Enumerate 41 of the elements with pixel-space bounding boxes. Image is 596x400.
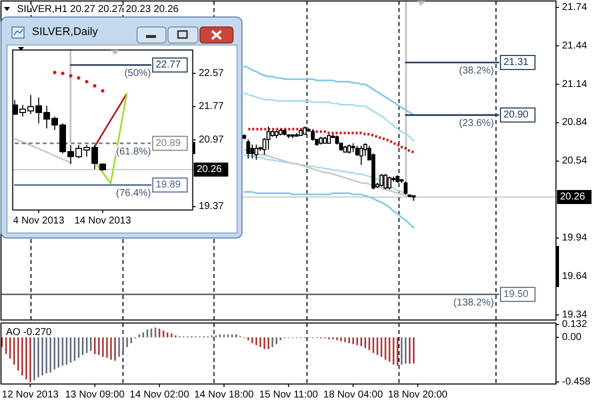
annotation: (138.2%) [453,297,494,308]
annotation: (38.2%) [458,65,494,76]
ref-line-label: 20.26 [560,192,586,203]
data-label: 22.77 [156,60,182,70]
y-tick-label: 21.74 [562,2,588,13]
x-tick-label: 4 Nov 2013 [13,216,65,226]
data-label: 21.31 [503,56,529,68]
data-label: 20.89 [156,138,182,149]
x-tick-label: 18 Nov 04:00 [323,390,384,400]
y-tick-label: 21.77 [198,101,224,112]
y-tick-label: 22.57 [198,68,224,79]
y-tick-label: 19.34 [562,309,588,320]
ref-line-label: 20.26 [196,164,222,176]
y-tick-label: 20.97 [198,134,224,146]
x-tick-label: 15 Nov 11:00 [259,390,318,400]
y-tick-label: 19.64 [562,270,588,282]
y-tick-label: 19.37 [198,201,224,212]
chart-title: SILVER,H1 20.27 20.27 20.23 20.26 [17,4,180,15]
annotation: (76.4%) [116,188,151,199]
y-tick-label: 20.84 [562,117,588,128]
y-tick-label: 21.14 [562,78,588,90]
data-label: 20.90 [503,110,529,121]
x-tick-label: 18 Nov 20:00 [388,390,448,400]
chart-title: AO -0.270 [6,327,52,338]
x-tick-label: 12 Nov 2013 [2,390,60,400]
data-label: 19.89 [156,180,182,190]
y-tick-label: 21.44 [562,40,588,52]
annotation: (23.6%) [458,118,494,130]
data-label: 19.50 [503,288,529,300]
annotation: (50%) [124,68,151,79]
annotation: (61.8%) [116,146,151,158]
x-tick-label: 14 Nov 2013 [74,216,132,226]
y-tick-label: 0.00 [562,332,582,343]
chart-title: SILVER,Daily [32,26,98,38]
x-tick-label: 14 Nov 02:00 [130,390,190,400]
x-tick-label: 14 Nov 18:00 [194,390,254,400]
y-tick-label: -0.458 [562,376,591,388]
y-tick-label: 0.132 [562,318,588,330]
y-tick-label: 19.94 [562,232,588,244]
y-tick-label: 20.54 [562,156,588,167]
x-tick-label: 13 Nov 09:00 [65,390,126,400]
